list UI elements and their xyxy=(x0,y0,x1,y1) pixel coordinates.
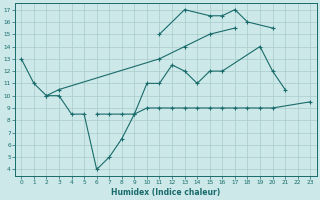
X-axis label: Humidex (Indice chaleur): Humidex (Indice chaleur) xyxy=(111,188,220,197)
